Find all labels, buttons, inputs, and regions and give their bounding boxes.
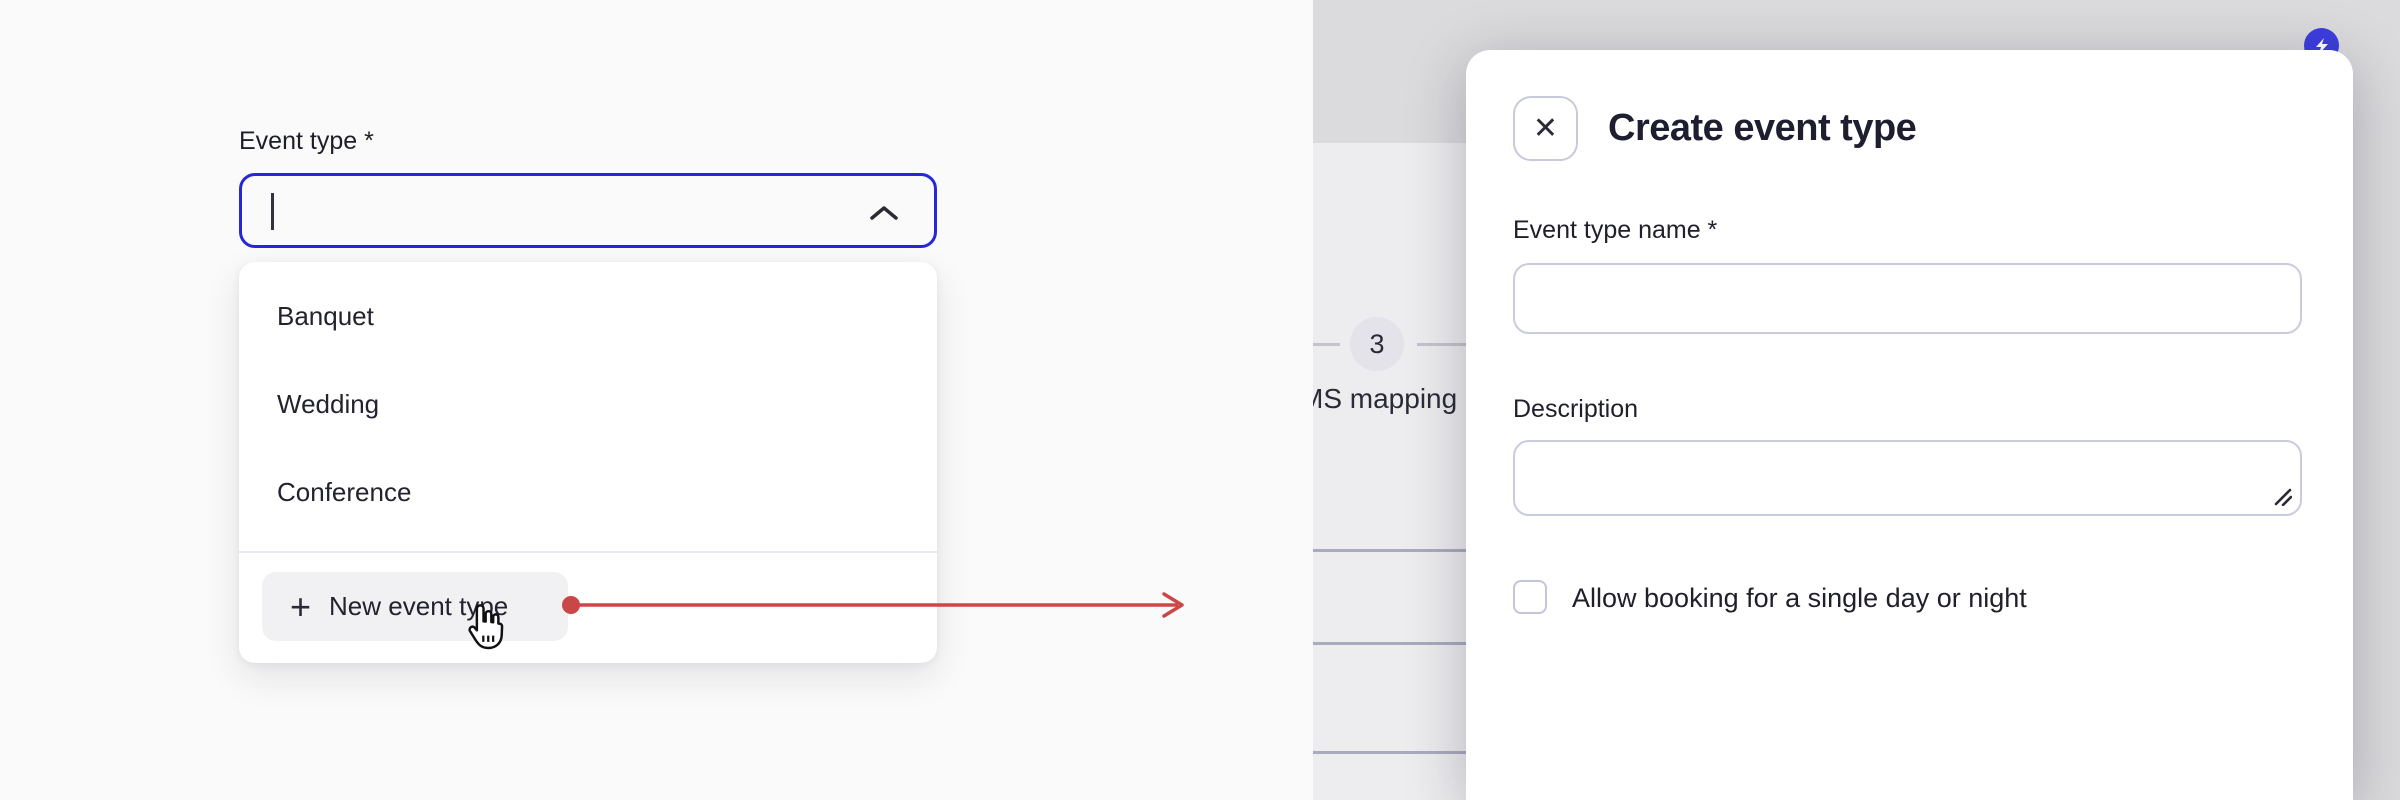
event-type-select[interactable] — [239, 173, 937, 248]
row-divider — [1313, 549, 1466, 552]
event-type-label: Event type * — [239, 127, 374, 155]
bolt-icon — [2315, 37, 2328, 54]
single-day-checkbox[interactable] — [1513, 580, 1547, 614]
event-type-name-input[interactable] — [1513, 263, 2302, 334]
row-divider — [1313, 751, 1466, 754]
stepper-line-right — [1417, 343, 1466, 346]
close-button[interactable]: ✕ — [1513, 96, 1578, 161]
description-textarea[interactable] — [1513, 440, 2302, 516]
text-cursor — [271, 193, 274, 230]
background-page-card: 3 MS mapping — [1313, 143, 1466, 800]
single-day-checkbox-label: Allow booking for a single day or night — [1572, 583, 2027, 613]
stepper-line-left — [1313, 343, 1340, 346]
chevron-up-icon — [870, 206, 898, 220]
create-event-type-drawer: ✕ Create event type Event type name * De… — [1466, 50, 2353, 800]
event-type-name-label: Event type name * — [1513, 216, 1718, 244]
hand-cursor-icon — [468, 604, 504, 650]
stepper-step-circle: 3 — [1350, 317, 1404, 371]
row-divider — [1313, 642, 1466, 645]
step-label: MS mapping — [1313, 383, 1458, 414]
step-number: 3 — [1369, 329, 1385, 359]
plus-icon: + — [290, 585, 312, 627]
menu-option-wedding[interactable]: Wedding — [277, 389, 380, 419]
annotation-arrow — [562, 592, 1184, 618]
menu-divider — [239, 551, 937, 553]
event-type-dropdown-menu: Banquet Wedding Conference + New event t… — [239, 262, 937, 663]
description-textarea-wrap — [1513, 440, 2302, 516]
menu-option-conference[interactable]: Conference — [277, 477, 412, 507]
description-label: Description — [1513, 395, 1639, 423]
new-event-type-button[interactable]: + New event type — [262, 572, 568, 641]
menu-option-banquet[interactable]: Banquet — [277, 301, 374, 331]
drawer-title: Create event type — [1608, 107, 1917, 149]
close-icon: ✕ — [1532, 112, 1559, 145]
